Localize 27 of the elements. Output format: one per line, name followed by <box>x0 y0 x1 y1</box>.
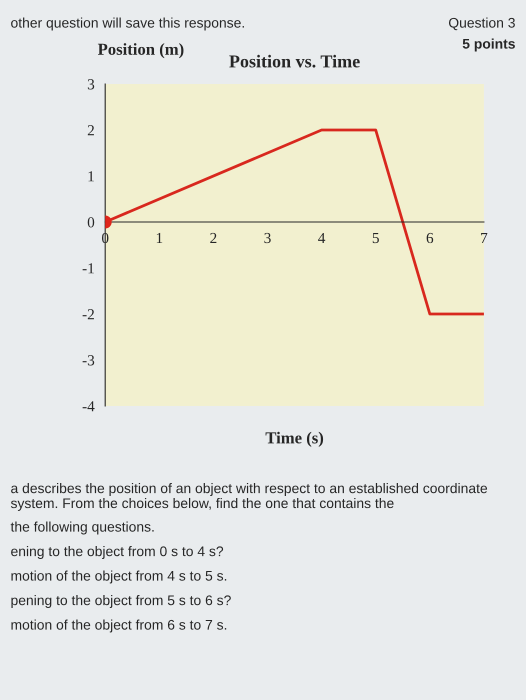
x-tick-label: 7 <box>481 233 488 244</box>
x-tick-label: 6 <box>426 232 434 244</box>
y-tick-label: -3 <box>82 355 94 366</box>
y-tick-label: 1 <box>88 171 94 182</box>
text: Question 3 <box>448 18 515 30</box>
x-tick-label: 5 <box>372 233 379 244</box>
x-tick-label: 3 <box>264 232 271 244</box>
text: ening to the object from 0 s to 4 s? <box>11 546 224 559</box>
text: other question will save this response. <box>11 18 244 30</box>
y-tick-label: 3 <box>88 79 94 90</box>
x-tick-label: 1 <box>156 232 162 244</box>
y-tick-label: -1 <box>82 263 94 274</box>
text: pening to the object from 5 s to 6 s? <box>11 595 231 608</box>
text: motion of the object from 6 s to 7 s. <box>11 620 226 632</box>
y-tick-label: 0 <box>88 217 94 228</box>
text: motion of the object from 4 s to 5 s. <box>11 570 226 584</box>
y-tick-label: -2 <box>82 309 94 320</box>
chart-title: Position vs. Time <box>229 54 360 68</box>
x-axis-title: Time (s) <box>266 432 324 447</box>
y-tick-label: 2 <box>88 125 94 136</box>
x-tick-label: 4 <box>318 232 326 244</box>
y-axis-title: Position (m) <box>98 43 184 58</box>
text: the following questions. <box>10 522 154 534</box>
y-tick-label: -4 <box>82 401 95 412</box>
text: 5 points <box>462 38 515 52</box>
x-tick-label: 2 <box>210 232 216 244</box>
text: a describes the position of an object with respect to an established coordinate system. From the choices below, find the one that contains the <box>10 483 488 511</box>
